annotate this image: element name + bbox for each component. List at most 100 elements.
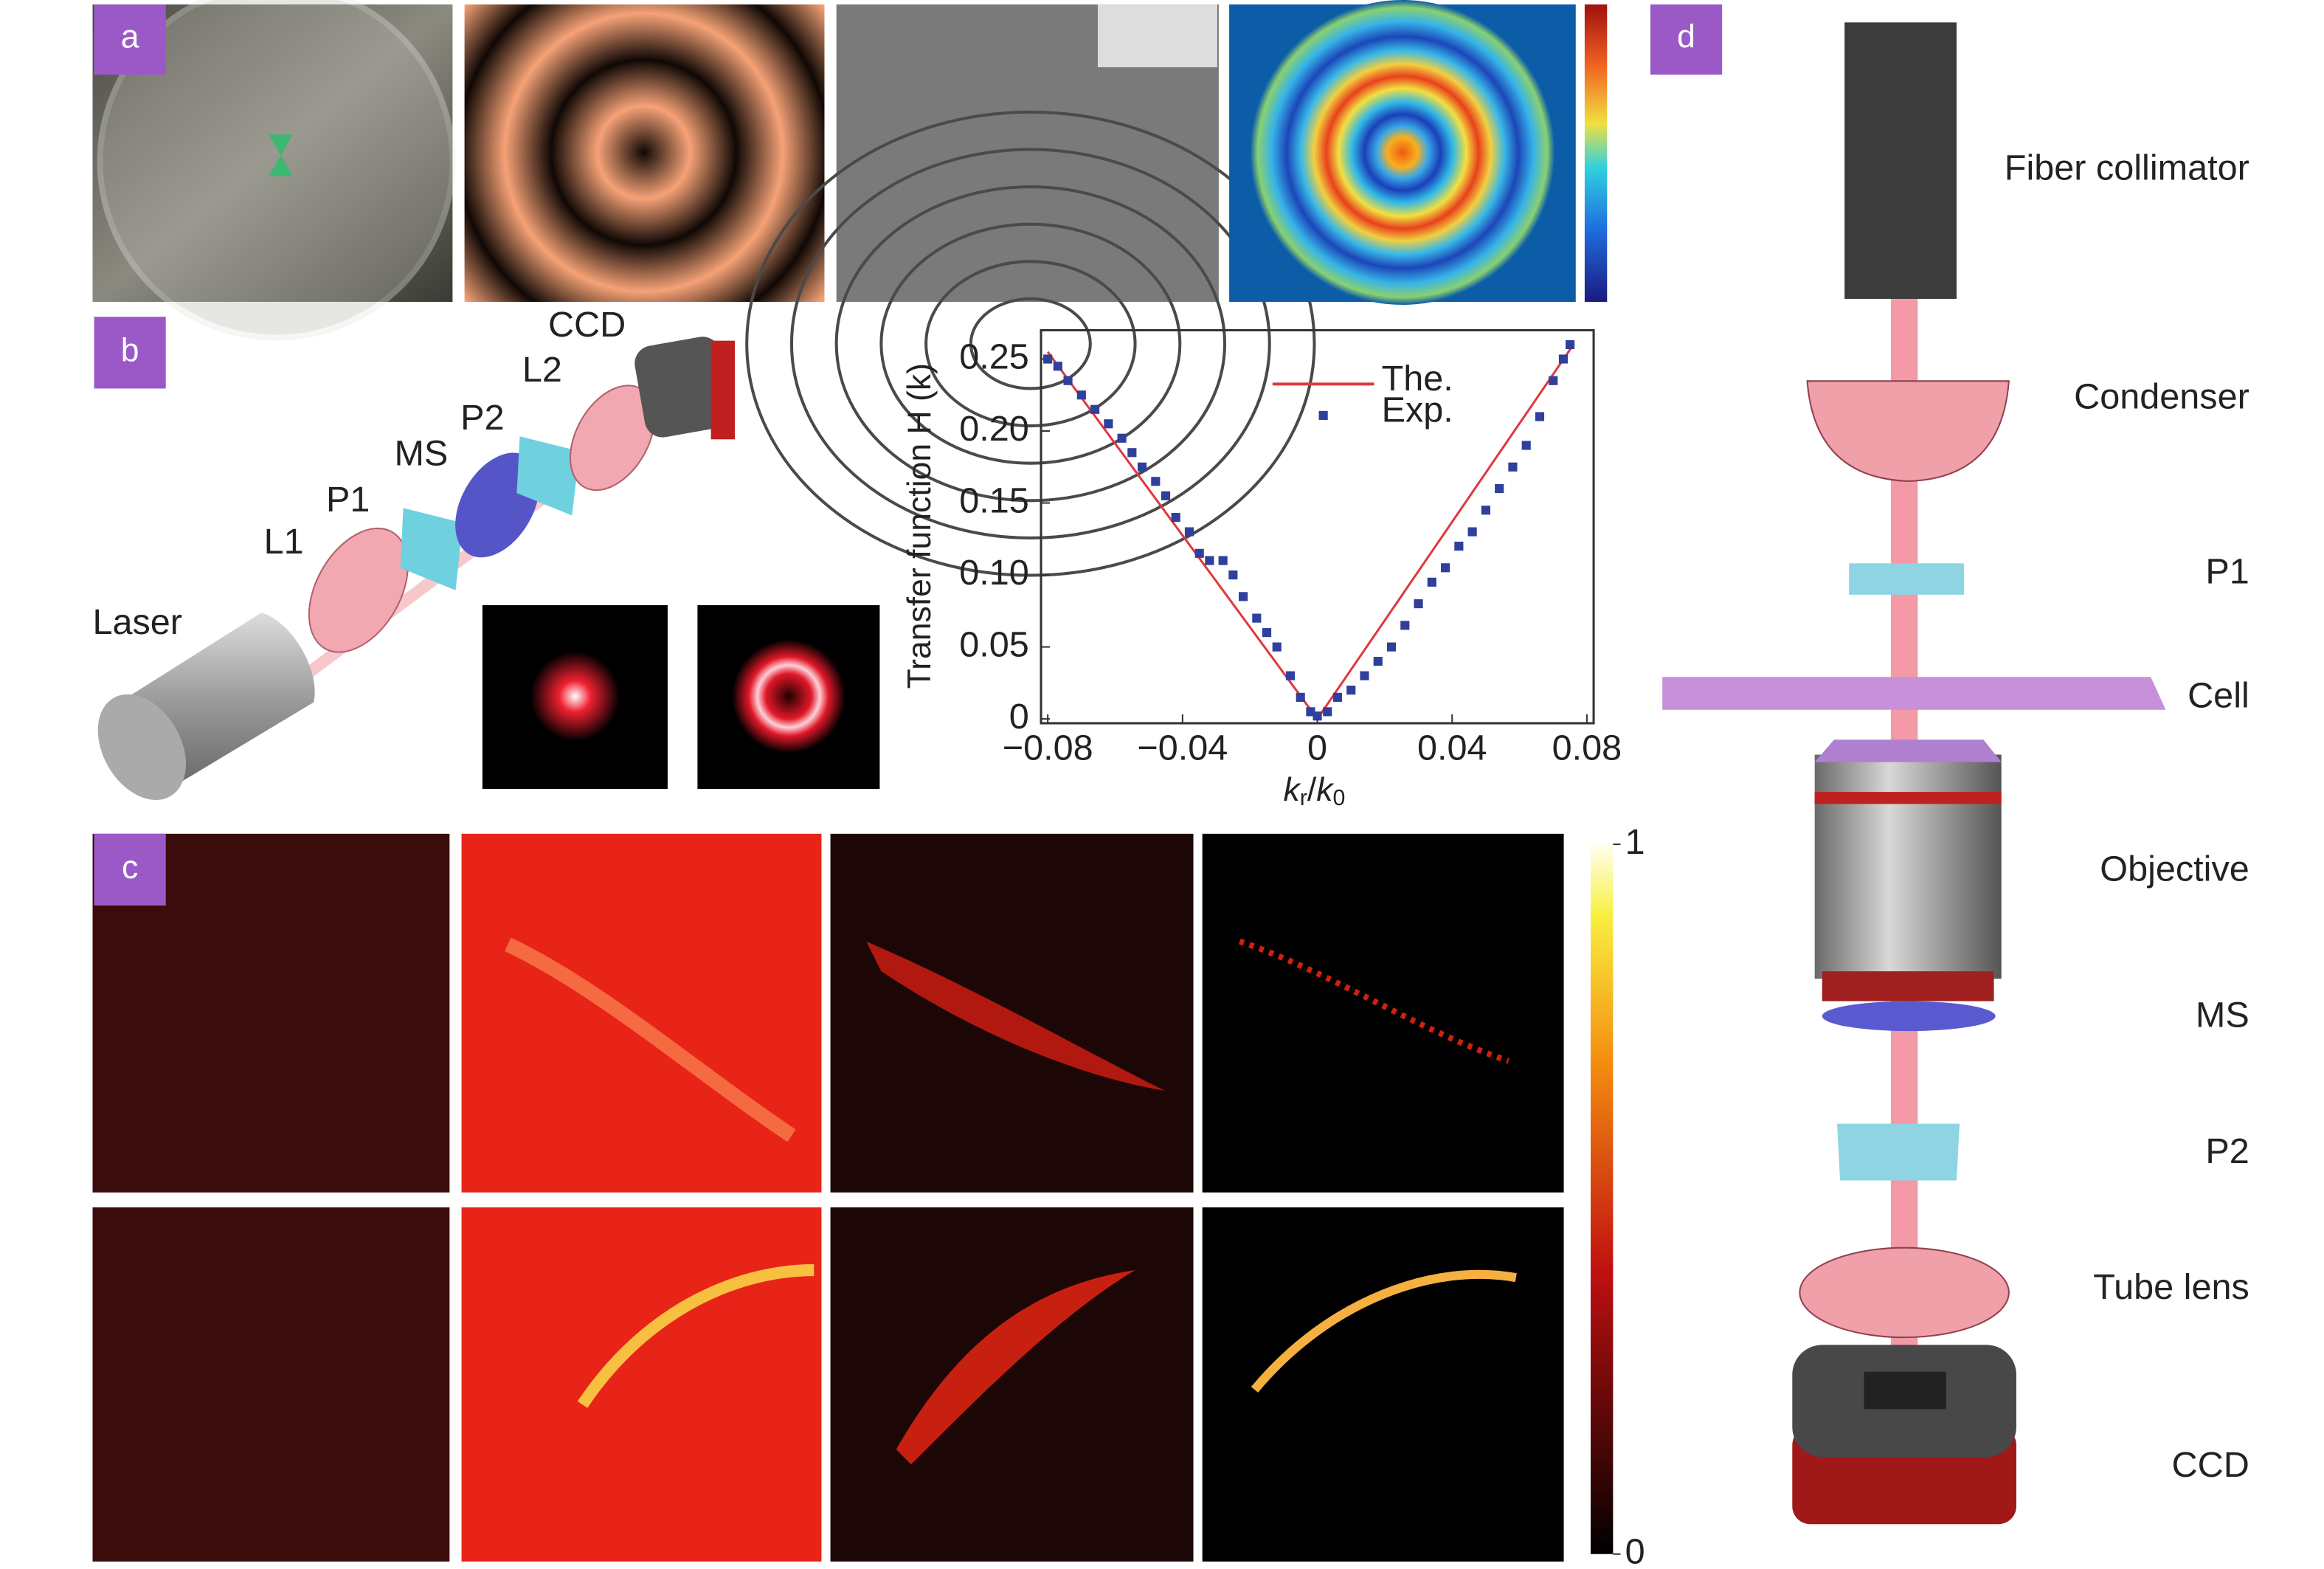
objective-ring [1814, 792, 2002, 804]
condenser [1806, 380, 2010, 482]
colorbar [1591, 844, 1614, 1554]
component-label: P2 [460, 398, 504, 438]
data-point [1360, 671, 1369, 680]
data-point [1171, 512, 1180, 523]
cell-slide [1662, 677, 2166, 710]
cell [1238, 938, 1509, 1064]
component-label: Tube lens [2093, 1267, 2249, 1307]
panel-label-box [94, 833, 166, 906]
data-point [1427, 577, 1436, 587]
y-tick-label: 0 [1009, 697, 1029, 737]
data-point [1346, 686, 1356, 695]
intensity-rings [464, 4, 825, 303]
component-label: L1 [264, 522, 304, 562]
fringes [745, 110, 1316, 577]
inset [1097, 4, 1217, 68]
data-point [1508, 462, 1518, 472]
x-axis-label-part: k [1284, 772, 1302, 808]
image [830, 1207, 1194, 1562]
cell [866, 941, 1166, 1092]
legend-label: Exp. [1382, 390, 1453, 430]
data-point [1117, 433, 1127, 443]
panel-a-images [92, 0, 1608, 577]
donut [731, 639, 845, 754]
component-label: Cell [2188, 675, 2249, 715]
y-tick-label: 0.05 [959, 624, 1029, 664]
legend-label: The. [1382, 359, 1453, 399]
data-point [1441, 563, 1450, 573]
image [461, 1207, 822, 1562]
objective [1814, 754, 2002, 979]
data-point [1063, 376, 1073, 385]
ms [1822, 1001, 1996, 1032]
data-point [1495, 483, 1504, 494]
data-point [1386, 642, 1397, 652]
data-point [1218, 556, 1228, 565]
panel-label-box [94, 317, 166, 389]
x-tick-label: −0.04 [1137, 728, 1228, 768]
panel-label: b [121, 333, 139, 369]
data-point [1414, 599, 1423, 609]
x-tick-label: −0.08 [1003, 728, 1093, 768]
component-label: MS [394, 433, 448, 473]
panel-label-box [1650, 4, 1723, 75]
polarizer [400, 508, 463, 590]
data-point [1161, 491, 1171, 500]
colorbar [1584, 4, 1608, 303]
data-point [1043, 354, 1053, 364]
spot [530, 651, 620, 742]
x-axis-label-part: 0 [1333, 786, 1346, 810]
data-point [1400, 621, 1410, 630]
data-point [1090, 404, 1100, 414]
data-point [1332, 692, 1343, 702]
component-label: CCD [2172, 1445, 2249, 1485]
collimator [1844, 22, 1957, 299]
data-point [1228, 570, 1238, 580]
cell [505, 937, 796, 1142]
data-point [1272, 642, 1282, 652]
data-point [1053, 362, 1062, 371]
component-label: L2 [522, 350, 562, 390]
data-point [1566, 339, 1575, 350]
data-point [1296, 692, 1305, 702]
data-point [1127, 448, 1137, 458]
data-point [1373, 657, 1383, 666]
data-point [1151, 477, 1161, 486]
y-tick-label: 0.25 [959, 337, 1029, 376]
x-tick-label: 0.08 [1552, 728, 1622, 768]
x-axis-label-part: r [1300, 786, 1307, 810]
cell [1251, 1269, 1517, 1393]
setup-b [97, 337, 880, 801]
data-point [1313, 711, 1322, 721]
x-axis-label-part: / [1307, 772, 1317, 808]
data-point [1076, 390, 1086, 400]
colorbar-tick-label: 1 [1625, 822, 1645, 862]
data-point [1481, 506, 1490, 515]
y-axis-label: Transfer function H (k) [902, 363, 938, 689]
y-tick-label: 0.10 [959, 553, 1029, 593]
image [461, 833, 822, 1193]
panel-label-box [94, 4, 166, 75]
data-point [1467, 527, 1477, 537]
data-point [1521, 441, 1531, 450]
data-point [1205, 556, 1214, 565]
plot-frame [1040, 328, 1595, 725]
component-label: P2 [2205, 1131, 2249, 1171]
component-label: P1 [326, 480, 370, 520]
polarizer [516, 436, 580, 516]
data-point [1306, 707, 1315, 717]
x-axis-label: kr/k0 [1284, 772, 1346, 810]
data-point [1137, 462, 1147, 472]
ccd-window [1864, 1371, 1946, 1410]
theory-line [1046, 344, 1574, 721]
ccd-body [710, 340, 736, 440]
p2 [1837, 1123, 1960, 1181]
data-point [1184, 527, 1194, 537]
image [92, 1207, 450, 1562]
data-point [1262, 628, 1272, 638]
data-point [1323, 707, 1332, 717]
data-point [1104, 419, 1113, 429]
panel-c-images [92, 833, 1614, 1562]
